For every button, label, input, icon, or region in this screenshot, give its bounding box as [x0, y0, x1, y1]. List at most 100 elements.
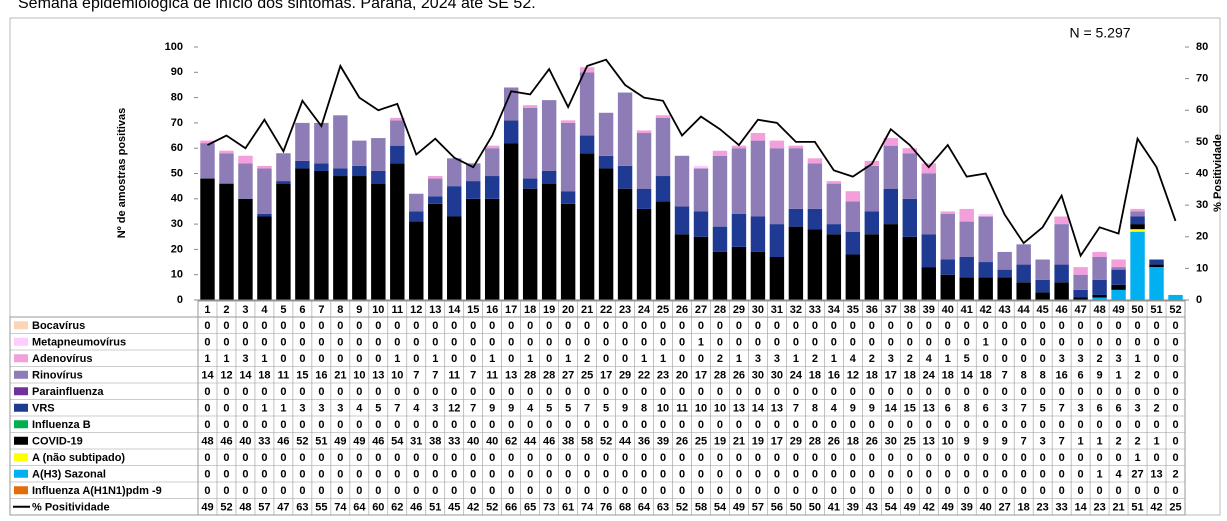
- table-cell: 16: [315, 370, 327, 382]
- table-cell: 0: [413, 452, 419, 464]
- table-cell: 0: [565, 386, 571, 398]
- table-cell: 0: [204, 485, 210, 497]
- table-cell: 49: [942, 502, 954, 514]
- bar-segment: [466, 198, 481, 300]
- bar-segment: [940, 274, 955, 300]
- legend-label: % Positividade: [32, 502, 110, 514]
- table-cell: 0: [1116, 452, 1122, 464]
- table-cell: 20: [676, 370, 688, 382]
- table-cell: 0: [926, 469, 932, 481]
- table-cell: 0: [508, 320, 514, 332]
- table-cell: 0: [299, 419, 305, 431]
- table-cell: 0: [299, 452, 305, 464]
- table-cell: 0: [983, 386, 989, 398]
- table-cell: 0: [869, 337, 875, 349]
- table-cell: 0: [280, 320, 286, 332]
- table-cell: 0: [736, 419, 742, 431]
- table-cell: 0: [793, 469, 799, 481]
- table-cell: 52: [676, 502, 688, 514]
- table-cell: 0: [261, 419, 267, 431]
- table-cell: 0: [1172, 436, 1178, 448]
- table-cell: 46: [372, 436, 384, 448]
- y-tick-label: 30: [171, 218, 183, 230]
- table-cell: 0: [1059, 419, 1065, 431]
- legend-label: Adenovírus: [32, 353, 93, 365]
- bar-segment: [959, 256, 974, 278]
- table-cell: 0: [584, 386, 590, 398]
- x-tick-label: 42: [980, 304, 992, 316]
- table-cell: 0: [337, 353, 343, 365]
- table-cell: 0: [394, 320, 400, 332]
- table-cell: 42: [1150, 502, 1162, 514]
- table-cell: 8: [1021, 370, 1027, 382]
- table-cell: 25: [904, 436, 916, 448]
- x-tick-label: 51: [1150, 304, 1162, 316]
- table-cell: 18: [942, 370, 954, 382]
- table-cell: 2: [1172, 469, 1178, 481]
- table-cell: 0: [223, 403, 229, 415]
- table-cell: 52: [220, 502, 232, 514]
- legend-label: Parainfluenza: [32, 386, 104, 398]
- table-cell: 0: [679, 469, 685, 481]
- table-cell: 7: [1002, 370, 1008, 382]
- table-cell: 6: [1097, 403, 1103, 415]
- table-cell: 0: [622, 485, 628, 497]
- bar-segment: [959, 221, 974, 257]
- table-cell: 54: [714, 502, 727, 514]
- table-cell: 0: [584, 485, 590, 497]
- bar-segment: [940, 211, 955, 214]
- table-cell: 0: [622, 469, 628, 481]
- table-cell: 0: [945, 386, 951, 398]
- x-tick-label: 24: [638, 304, 651, 316]
- x-tick-label: 4: [261, 304, 268, 316]
- table-cell: 2: [1134, 370, 1140, 382]
- bar-segment: [447, 186, 462, 217]
- table-cell: 12: [847, 370, 859, 382]
- table-cell: 18: [847, 436, 859, 448]
- table-cell: 0: [1078, 452, 1084, 464]
- x-tick-label: 39: [923, 304, 935, 316]
- table-cell: 0: [603, 337, 609, 349]
- bar-segment: [655, 176, 671, 202]
- table-cell: 68: [619, 502, 631, 514]
- table-cell: 21: [334, 370, 346, 382]
- table-cell: 2: [1097, 353, 1103, 365]
- x-tick-label: 13: [429, 304, 441, 316]
- table-cell: 46: [543, 436, 555, 448]
- table-cell: 10: [695, 403, 707, 415]
- table-cell: 0: [527, 485, 533, 497]
- bar-segment: [560, 122, 576, 192]
- table-cell: 74: [334, 502, 347, 514]
- table-cell: 15: [296, 370, 308, 382]
- bar-segment: [1111, 269, 1126, 285]
- table-cell: 0: [850, 320, 856, 332]
- x-tick-label: 1: [204, 304, 210, 316]
- bar-segment: [902, 153, 917, 199]
- table-cell: 40: [980, 502, 992, 514]
- table-cell: 0: [432, 419, 438, 431]
- table-cell: 1: [223, 353, 229, 365]
- table-cell: 0: [1040, 419, 1046, 431]
- table-cell: 0: [318, 386, 324, 398]
- bar-segment: [1035, 259, 1050, 280]
- table-cell: 0: [1172, 320, 1178, 332]
- table-cell: 58: [581, 436, 593, 448]
- table-cell: 0: [451, 337, 457, 349]
- table-cell: 1: [983, 337, 989, 349]
- bar-segment: [750, 216, 766, 252]
- table-cell: 0: [318, 485, 324, 497]
- bar-segment: [257, 216, 272, 300]
- table-cell: 0: [375, 320, 381, 332]
- table-cell: 0: [945, 469, 951, 481]
- bar-segment: [1111, 289, 1126, 300]
- table-cell: 0: [337, 419, 343, 431]
- y2-tick-label: 10: [1196, 262, 1208, 274]
- table-cell: 0: [394, 386, 400, 398]
- table-cell: 0: [1153, 386, 1159, 398]
- table-cell: 0: [1059, 337, 1065, 349]
- x-tick-label: 3: [242, 304, 248, 316]
- table-cell: 0: [1078, 469, 1084, 481]
- legend-swatch: [14, 453, 28, 462]
- bar-segment: [693, 236, 709, 300]
- table-cell: 3: [1059, 353, 1065, 365]
